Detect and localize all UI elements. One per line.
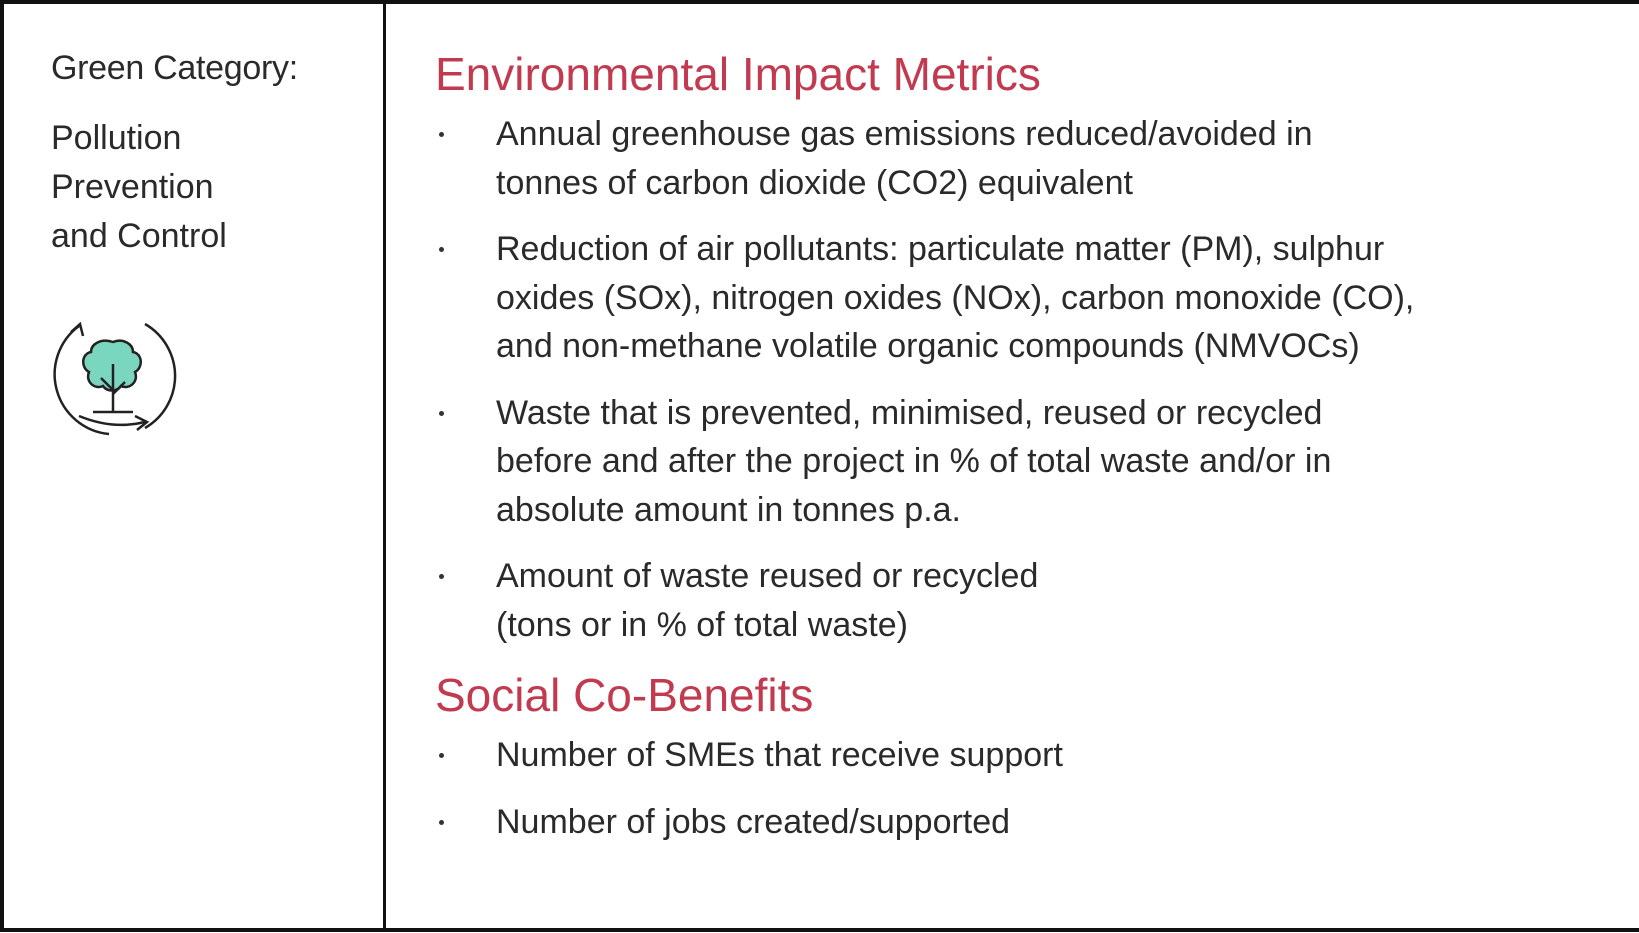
bullet-list: Number of SMEs that receive support Numbe… [435,731,1625,846]
left-cell: Green Category: Pollution Prevention and… [51,46,351,261]
border [0,0,4,932]
bullet-line: before and after the project in % of tot… [496,442,1332,480]
bullet-line: oxides (SOx), nitrogen oxides (NOx), car… [496,278,1415,317]
bullet-line: and non-methane volatile organic compoun… [496,327,1360,365]
bullet-item: Reduction of air pollutants: particulate… [435,225,1625,371]
bullet-item: Number of SMEs that receive support [435,731,1625,780]
section-heading: Social Co-Benefits [435,669,814,721]
border [0,928,1639,932]
bullet-line: Number of SMEs that receive support [496,736,1063,774]
bullet-line: absolute amount in tonnes p.a. [496,490,961,529]
bullet-line: Number of jobs created/supported [496,802,1011,841]
border [0,0,1639,4]
right-cell: Environmental Impact Metrics Annual green… [435,46,1625,864]
bullet-item: Annual greenhouse gas emissions reduced/… [435,110,1625,207]
section-heading: Environmental Impact Metrics [435,48,1041,100]
divider [383,0,386,932]
bullet-line: Annual greenhouse gas emissions reduced/… [496,115,1313,153]
label: Green Category: [51,49,298,87]
bullet-line: Waste that is prevented, minimised, reus… [496,393,1323,432]
bullet-item: Amount of waste reused or recycled (tons … [435,552,1625,649]
bullet-list: Annual greenhouse gas emissions reduced/… [435,110,1625,649]
bullet-line: Reduction of air pollutants: particulate… [496,230,1385,268]
category-icon [53,321,177,436]
bullet-item: Waste that is prevented, minimised, reus… [435,389,1625,535]
bullet-line: tonnes of carbon dioxide (CO2) equivalen… [496,163,1133,202]
bullet-line: (tons or in % of total waste) [496,605,908,644]
bullet-item: Number of jobs created/supported [435,798,1625,847]
category: Pollution Prevention and Control [51,119,227,255]
bullet-line: Amount of waste reused or recycled [496,557,1039,595]
